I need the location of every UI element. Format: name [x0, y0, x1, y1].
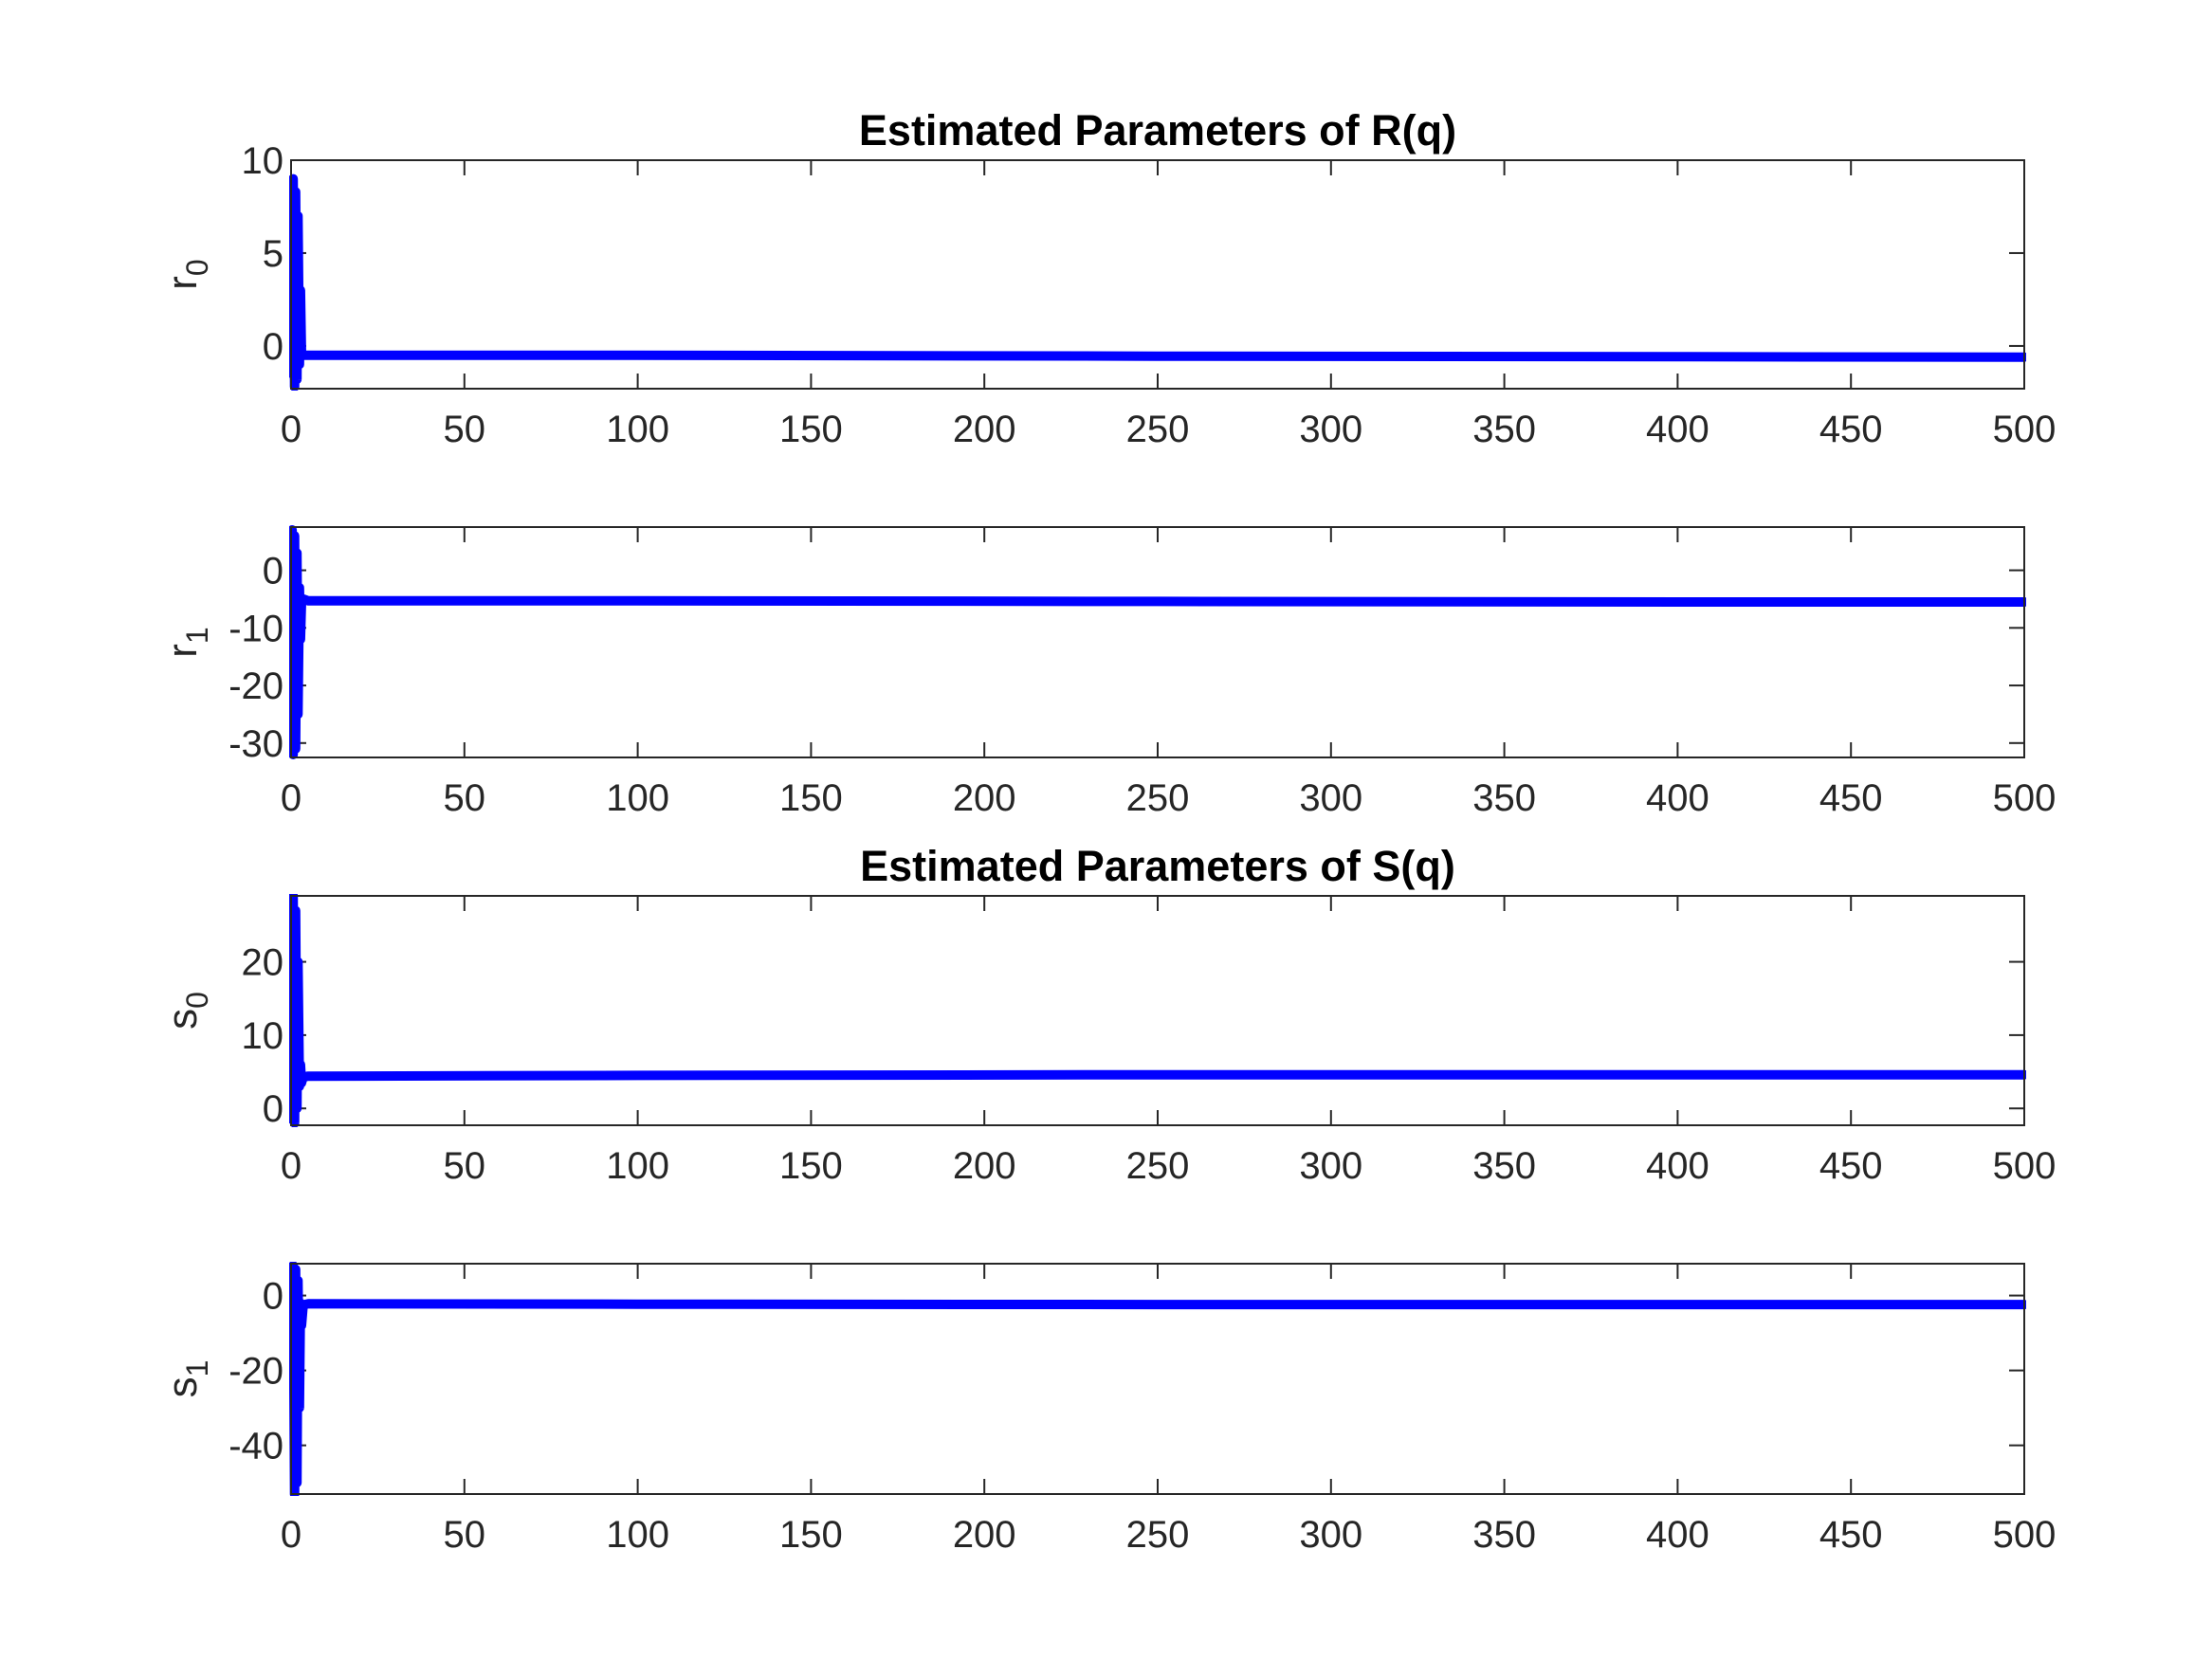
- y-axis-label: s0: [159, 992, 214, 1030]
- axes-box: [290, 895, 2025, 1126]
- x-tick-label: 300: [1299, 777, 1362, 819]
- x-tick-label: 100: [606, 1514, 669, 1556]
- x-tick-label: 200: [953, 1145, 1016, 1187]
- x-tick-label: 400: [1646, 409, 1709, 450]
- x-tick-label: 50: [444, 777, 486, 819]
- x-tick-label: 350: [1472, 1514, 1536, 1556]
- y-tick-label: 0: [263, 1276, 283, 1318]
- x-tick-label: 0: [281, 1514, 302, 1556]
- series-line-1: [289, 525, 2026, 759]
- x-tick-label: 100: [606, 409, 669, 450]
- series-line-1: [289, 894, 2026, 1127]
- x-tick-label: 150: [779, 409, 843, 450]
- y-axis-label-base: s: [159, 1376, 206, 1397]
- subplot-title: Estimated Parameters of R(q): [859, 106, 1456, 155]
- x-tick-label: 250: [1126, 1514, 1190, 1556]
- x-tick-label: 300: [1299, 1145, 1362, 1187]
- x-tick-label: 400: [1646, 777, 1709, 819]
- y-axis-label-subscript: 0: [180, 992, 214, 1009]
- x-tick-label: 400: [1646, 1145, 1709, 1187]
- y-tick-label: -10: [229, 608, 283, 649]
- x-tick-label: 450: [1819, 1145, 1883, 1187]
- x-tick-label: 350: [1472, 409, 1536, 450]
- y-axis-label-base: r: [159, 276, 206, 290]
- x-tick-label: 300: [1299, 409, 1362, 450]
- x-tick-label: 250: [1126, 777, 1190, 819]
- y-axis-label: r0: [159, 259, 214, 289]
- y-tick-label: -30: [229, 723, 283, 765]
- x-tick-label: 0: [281, 777, 302, 819]
- x-tick-label: 200: [953, 1514, 1016, 1556]
- x-tick-label: 450: [1819, 777, 1883, 819]
- y-axis-label-subscript: 0: [180, 259, 214, 276]
- x-tick-label: 500: [1993, 1145, 2057, 1187]
- y-axis-label-base: s: [159, 1009, 206, 1030]
- y-tick-label: 10: [242, 140, 284, 182]
- axes-box: [290, 526, 2025, 758]
- subplot-3: 0 50 100 150 200 250 300 350 400 450 50001020s0Est…: [159, 842, 2056, 1187]
- x-tick-label: 0: [281, 409, 302, 450]
- x-tick-label: 450: [1819, 1514, 1883, 1556]
- x-tick-label: 0: [281, 1145, 302, 1187]
- y-tick-label: 10: [242, 1015, 284, 1057]
- x-tick-label: 350: [1472, 1145, 1536, 1187]
- x-tick-label: 400: [1646, 1514, 1709, 1556]
- x-tick-label: 150: [779, 777, 843, 819]
- y-tick-label: 0: [263, 326, 283, 368]
- y-axis-label: s1: [159, 1360, 214, 1398]
- axes-box: [290, 159, 2025, 390]
- x-tick-label: 50: [444, 1145, 486, 1187]
- y-tick-label: 0: [263, 551, 283, 592]
- x-tick-label: 200: [953, 777, 1016, 819]
- y-tick-label: 20: [242, 942, 284, 984]
- x-tick-label: 500: [1993, 409, 2057, 450]
- y-axis-label-base: r: [159, 644, 206, 658]
- y-axis-label-subscript: 1: [180, 1360, 214, 1377]
- series-line-1: [289, 1262, 2026, 1496]
- y-tick-label: -40: [229, 1426, 283, 1468]
- subplot-2: 0 50 100 150 200 250 300 350 400 450 500 -30 -20 -10 0…: [159, 525, 2057, 819]
- x-tick-label: 100: [606, 777, 669, 819]
- x-tick-label: 450: [1819, 409, 1883, 450]
- y-tick-label: -20: [229, 665, 283, 707]
- x-tick-label: 200: [953, 409, 1016, 450]
- subplot-1: 0 50 100 150 200 250 300 350 400 450 5000510r0Esti…: [159, 106, 2056, 450]
- y-tick-label: -20: [229, 1351, 283, 1393]
- x-tick-label: 250: [1126, 409, 1190, 450]
- y-tick-label: 0: [263, 1088, 283, 1130]
- x-tick-label: 50: [444, 409, 486, 450]
- x-tick-label: 50: [444, 1514, 486, 1556]
- x-tick-label: 150: [779, 1145, 843, 1187]
- x-tick-label: 100: [606, 1145, 669, 1187]
- x-tick-label: 500: [1993, 777, 2057, 819]
- y-tick-label: 5: [263, 233, 283, 275]
- subplot-4: 0 50 100 150 200 250 300 350 400 450 500 -40 -20 0 s1: [159, 1262, 2057, 1556]
- axes-box: [290, 1263, 2025, 1495]
- y-axis-label: r1: [159, 627, 214, 657]
- series-line-1: [289, 173, 2026, 391]
- x-tick-label: 250: [1126, 1145, 1190, 1187]
- y-axis-label-subscript: 1: [180, 627, 214, 644]
- x-tick-label: 500: [1993, 1514, 2057, 1556]
- x-tick-label: 300: [1299, 1514, 1362, 1556]
- x-tick-label: 150: [779, 1514, 843, 1556]
- x-tick-label: 350: [1472, 777, 1536, 819]
- subplot-title: Estimated Parameters of S(q): [860, 842, 1455, 890]
